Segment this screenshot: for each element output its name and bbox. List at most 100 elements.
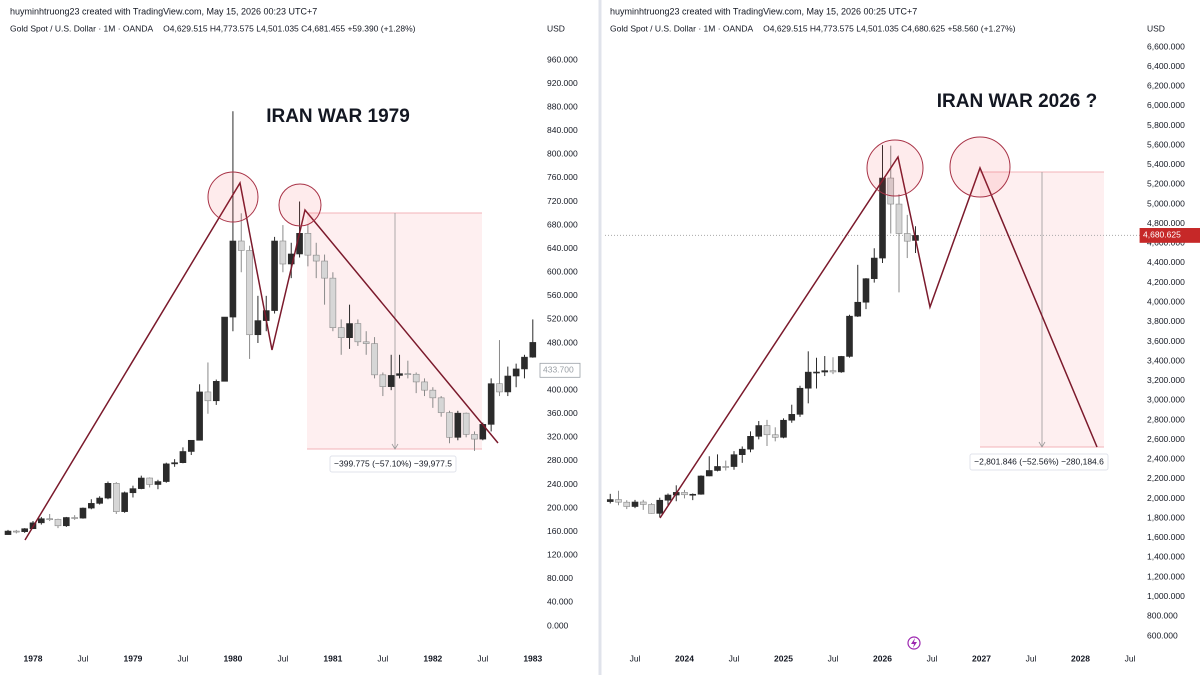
x-tick-label: 2025 — [774, 653, 793, 663]
x-tick-label: 1978 — [24, 653, 43, 663]
last-price-label: 4,680.625 — [1143, 230, 1181, 240]
candle-body — [730, 454, 738, 467]
y-tick-label: 3,400.000 — [1147, 355, 1185, 365]
candle-body — [429, 389, 437, 399]
candle-body — [237, 240, 245, 251]
candle-body — [738, 448, 746, 455]
y-tick-label: 3,000.000 — [1147, 395, 1185, 405]
candle-body — [521, 356, 528, 370]
y-tick-label: 1,400.000 — [1147, 552, 1185, 562]
candle-body — [246, 250, 253, 336]
annotation-title: IRAN WAR 2026 ? — [937, 91, 1097, 112]
candle-body — [780, 419, 787, 438]
y-tick-label: 3,800.000 — [1147, 316, 1185, 326]
candle-body — [606, 499, 614, 502]
y-tick-label: 3,200.000 — [1147, 375, 1185, 385]
y-tick-label: 800.000 — [1147, 611, 1178, 621]
y-tick-label: 6,600.000 — [1147, 41, 1185, 51]
x-tick-label: 1979 — [123, 653, 142, 663]
y-tick-label: 600.000 — [547, 267, 578, 277]
candle-body — [204, 391, 212, 402]
candle-body — [187, 439, 195, 452]
y-tick-label: 4,400.000 — [1147, 257, 1185, 267]
y-tick-label: 720.000 — [547, 196, 578, 206]
candle-body — [287, 253, 295, 265]
y-tick-label: 240.000 — [547, 479, 578, 489]
candle-body — [54, 518, 62, 527]
y-tick-label: 6,000.000 — [1147, 100, 1185, 110]
highlight-circle — [207, 171, 259, 223]
candle-body — [212, 381, 220, 402]
candle-body — [903, 233, 911, 242]
last-price-label: 433.700 — [543, 365, 574, 375]
y-tick-label: 2,200.000 — [1147, 473, 1185, 483]
candle-body — [321, 260, 328, 279]
attribution: huyminhtruong23 created with TradingView… — [10, 6, 317, 16]
candle-body — [813, 371, 820, 374]
candle-body — [121, 492, 128, 512]
candle-body — [137, 477, 145, 489]
x-tick-label: Jul — [1026, 653, 1037, 663]
y-tick-label: 4,800.000 — [1147, 218, 1185, 228]
y-tick-label: 2,400.000 — [1147, 454, 1185, 464]
candle-body — [13, 530, 20, 533]
y-tick-label: 0.000 — [547, 620, 569, 630]
measure-label: −399.775 (−57.10%) −39,977.5 — [334, 458, 452, 468]
candle-body — [146, 477, 153, 485]
candle-body — [354, 323, 362, 343]
candle-body — [829, 370, 837, 373]
candle-body — [529, 342, 537, 358]
currency-label: USD — [1147, 23, 1165, 33]
candle-body — [329, 277, 337, 328]
candle-body — [512, 368, 520, 377]
candle-body — [714, 466, 721, 471]
trend-zigzag — [24, 180, 499, 541]
candle-body — [88, 503, 95, 509]
y-tick-label: 3,600.000 — [1147, 336, 1185, 346]
candle-body — [154, 481, 162, 485]
candle-body — [788, 414, 796, 421]
candle-body — [362, 341, 370, 344]
candle-body — [496, 383, 503, 393]
y-tick-label: 2,800.000 — [1147, 414, 1185, 424]
y-tick-label: 1,600.000 — [1147, 532, 1185, 542]
x-tick-label: 1982 — [423, 653, 442, 663]
candle-body — [747, 436, 754, 450]
candle-body — [71, 517, 78, 519]
y-tick-label: 480.000 — [547, 337, 578, 347]
candle-body — [487, 383, 495, 425]
candle-body — [129, 488, 137, 494]
highlight-circle — [866, 139, 924, 197]
symbol-name: Gold Spot / U.S. Dollar · 1M · OANDA — [10, 23, 153, 33]
y-tick-label: 4,200.000 — [1147, 277, 1185, 287]
candle-body — [681, 492, 688, 496]
x-tick-label: 2027 — [972, 653, 991, 663]
candle-body — [631, 501, 639, 507]
candle-body — [656, 499, 664, 514]
y-tick-label: 80.000 — [547, 573, 573, 583]
candle-body — [887, 177, 895, 205]
candle-body — [796, 387, 804, 415]
candle-body — [821, 370, 829, 373]
x-tick-label: Jul — [630, 653, 641, 663]
x-tick-label: Jul — [477, 653, 488, 663]
ohlc-values: O4,629.515 H4,773.575 L4,501.035 C4,681.… — [163, 23, 416, 33]
candle-body — [46, 518, 53, 520]
candle-body — [615, 499, 622, 503]
x-tick-label: 2028 — [1071, 653, 1090, 663]
measure-label: −2,801.846 (−52.56%) −280,184.6 — [974, 456, 1104, 466]
y-tick-label: 5,800.000 — [1147, 120, 1185, 130]
event-icon[interactable] — [907, 636, 921, 650]
y-tick-label: 5,400.000 — [1147, 159, 1185, 169]
candle-body — [412, 373, 420, 383]
y-tick-label: 520.000 — [547, 314, 578, 324]
candle-body — [171, 462, 178, 465]
y-tick-label: 840.000 — [547, 125, 578, 135]
candle-body — [421, 381, 428, 391]
event-icon-bolt — [911, 638, 917, 648]
candle-body — [379, 374, 387, 387]
x-tick-label: Jul — [277, 653, 288, 663]
candle-body — [346, 323, 353, 338]
measure-arrowhead — [391, 443, 399, 450]
candle-body — [304, 233, 312, 256]
